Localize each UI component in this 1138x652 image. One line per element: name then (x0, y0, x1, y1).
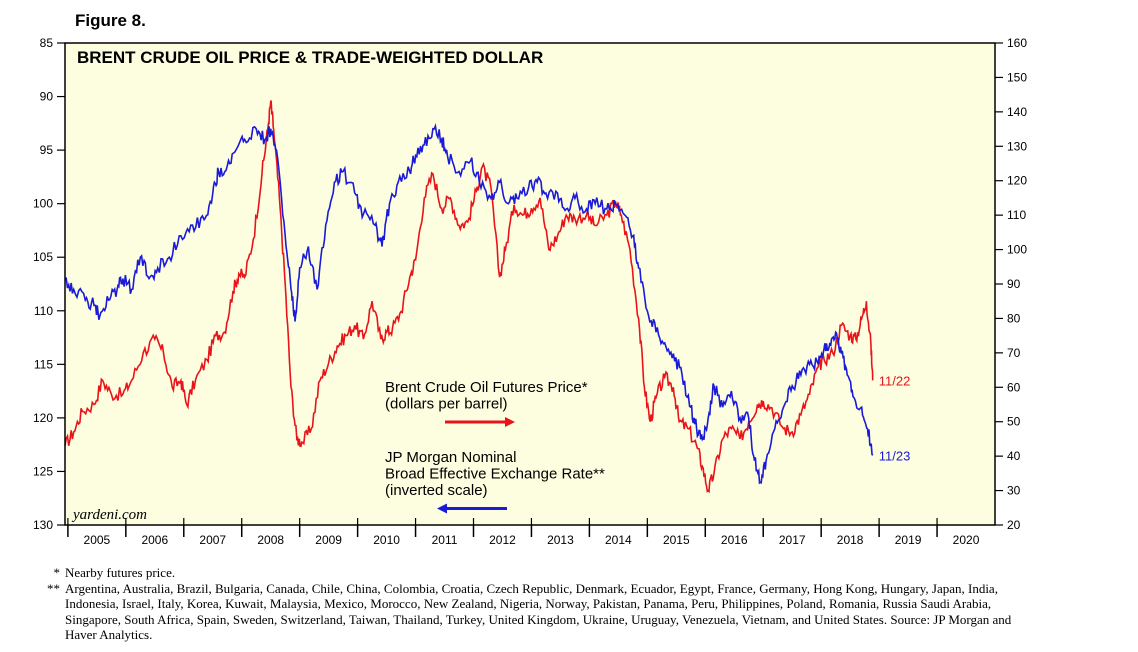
left-tick-label: 110 (34, 304, 53, 318)
legend-label: JP Morgan Nominal (385, 449, 516, 466)
right-tick-label: 90 (1007, 277, 1021, 291)
right-tick-label: 60 (1007, 380, 1021, 394)
right-tick-label: 100 (1007, 243, 1027, 257)
legend-label: Brent Crude Oil Futures Price* (385, 379, 588, 396)
footnote-1: * Nearby futures price. (40, 565, 1040, 581)
legend-label: Broad Effective Exchange Rate** (385, 466, 605, 483)
right-tick-label: 70 (1007, 346, 1021, 360)
footnotes: * Nearby futures price. ** Argentina, Au… (40, 565, 1040, 643)
plot-area (65, 43, 995, 525)
footnote-mark: ** (47, 580, 60, 596)
figure-label: Figure 8. (75, 11, 146, 30)
right-tick-label: 160 (1007, 36, 1027, 50)
left-tick-label: 90 (40, 90, 54, 104)
left-tick-label: 125 (33, 464, 53, 478)
footnote-mark: * (53, 565, 61, 580)
right-tick-label: 30 (1007, 484, 1021, 498)
legend-label: (dollars per barrel) (385, 396, 508, 413)
legend: Brent Crude Oil Futures Price*(dollars p… (385, 379, 605, 514)
end-label-dollar: 11/23 (879, 448, 911, 463)
left-tick-label: 85 (40, 36, 54, 50)
end-label-oil: 11/22 (879, 373, 911, 388)
x-tick-label: 2020 (953, 533, 980, 547)
chart: 85 90 95 100 105 110 115 120 125 130 20 30 40 50 60 70… (33, 36, 1027, 547)
left-tick-label: 95 (40, 143, 54, 157)
right-tick-label: 80 (1007, 311, 1021, 325)
right-tick-label: 150 (1007, 70, 1027, 84)
x-tick-label: 2006 (141, 533, 168, 547)
x-tick-label: 2018 (837, 533, 864, 547)
left-tick-label: 130 (33, 518, 53, 532)
x-tick-label: 2016 (721, 533, 748, 547)
left-tick-label: 100 (33, 197, 53, 211)
legend-arrowhead (437, 503, 447, 514)
x-axis: 2005 2006 2007 2008 2009 2010 2011 2012 2013 2014… (67, 518, 980, 547)
x-tick-label: 2008 (257, 533, 284, 547)
x-tick-label: 2013 (547, 533, 574, 547)
footnote-text: Argentina, Australia, Brazil, Bulgaria, … (65, 580, 1012, 643)
x-tick-label: 2019 (895, 533, 922, 547)
footnote-2: ** Argentina, Australia, Brazil, Bulgari… (40, 581, 1040, 643)
legend-arrowhead (505, 417, 515, 427)
left-tick-label: 120 (33, 411, 53, 425)
right-tick-label: 50 (1007, 415, 1021, 429)
footnote-text: Nearby futures price. (65, 565, 176, 580)
right-tick-label: 110 (1007, 208, 1026, 222)
x-tick-label: 2005 (84, 533, 111, 547)
right-tick-label: 140 (1007, 105, 1027, 119)
right-tick-label: 20 (1007, 518, 1021, 532)
x-tick-label: 2012 (489, 533, 516, 547)
x-tick-label: 2010 (373, 533, 400, 547)
x-tick-label: 2009 (315, 533, 342, 547)
legend-label: (inverted scale) (385, 482, 488, 499)
x-tick-label: 2011 (432, 533, 458, 547)
x-tick-label: 2014 (605, 533, 632, 547)
x-tick-label: 2015 (663, 533, 690, 547)
left-axis: 85 90 95 100 105 110 115 120 125 130 (33, 36, 65, 532)
right-tick-label: 120 (1007, 174, 1027, 188)
plot-frame (64, 42, 996, 526)
left-tick-label: 115 (34, 357, 53, 371)
right-axis: 20 30 40 50 60 70 80 90 100 110 120 130 140 150 160 (995, 36, 1027, 532)
series-line-dollar (64, 122, 874, 485)
x-tick-label: 2017 (779, 533, 806, 547)
x-tick-label: 2007 (199, 533, 226, 547)
right-tick-label: 40 (1007, 449, 1021, 463)
left-tick-label: 105 (33, 250, 53, 264)
watermark: yardeni.com (71, 507, 147, 523)
right-tick-label: 130 (1007, 139, 1027, 153)
chart-title: BRENT CRUDE OIL PRICE & TRADE-WEIGHTED D… (77, 48, 543, 67)
